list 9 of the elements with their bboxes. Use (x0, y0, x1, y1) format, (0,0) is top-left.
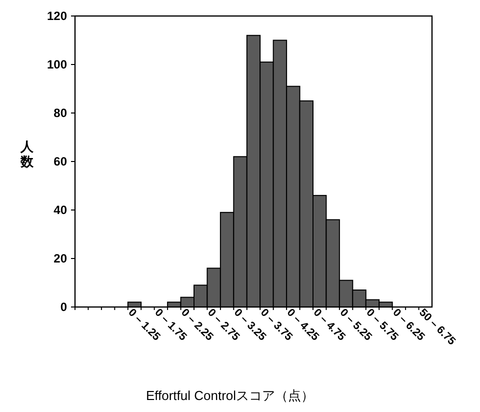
x-axis-title: Effortful Controlスコア（点） (146, 388, 314, 403)
y-tick-label: 40 (54, 203, 68, 217)
y-tick-label: 120 (46, 9, 68, 23)
y-tick-label: 80 (54, 106, 68, 120)
y-tick-label: 60 (54, 154, 68, 168)
y-tick-label: 20 (54, 252, 68, 266)
y-tick-label: 0 (60, 300, 68, 314)
y-axis-title: 人数 (20, 139, 34, 169)
y-tick-label: 100 (46, 58, 68, 72)
